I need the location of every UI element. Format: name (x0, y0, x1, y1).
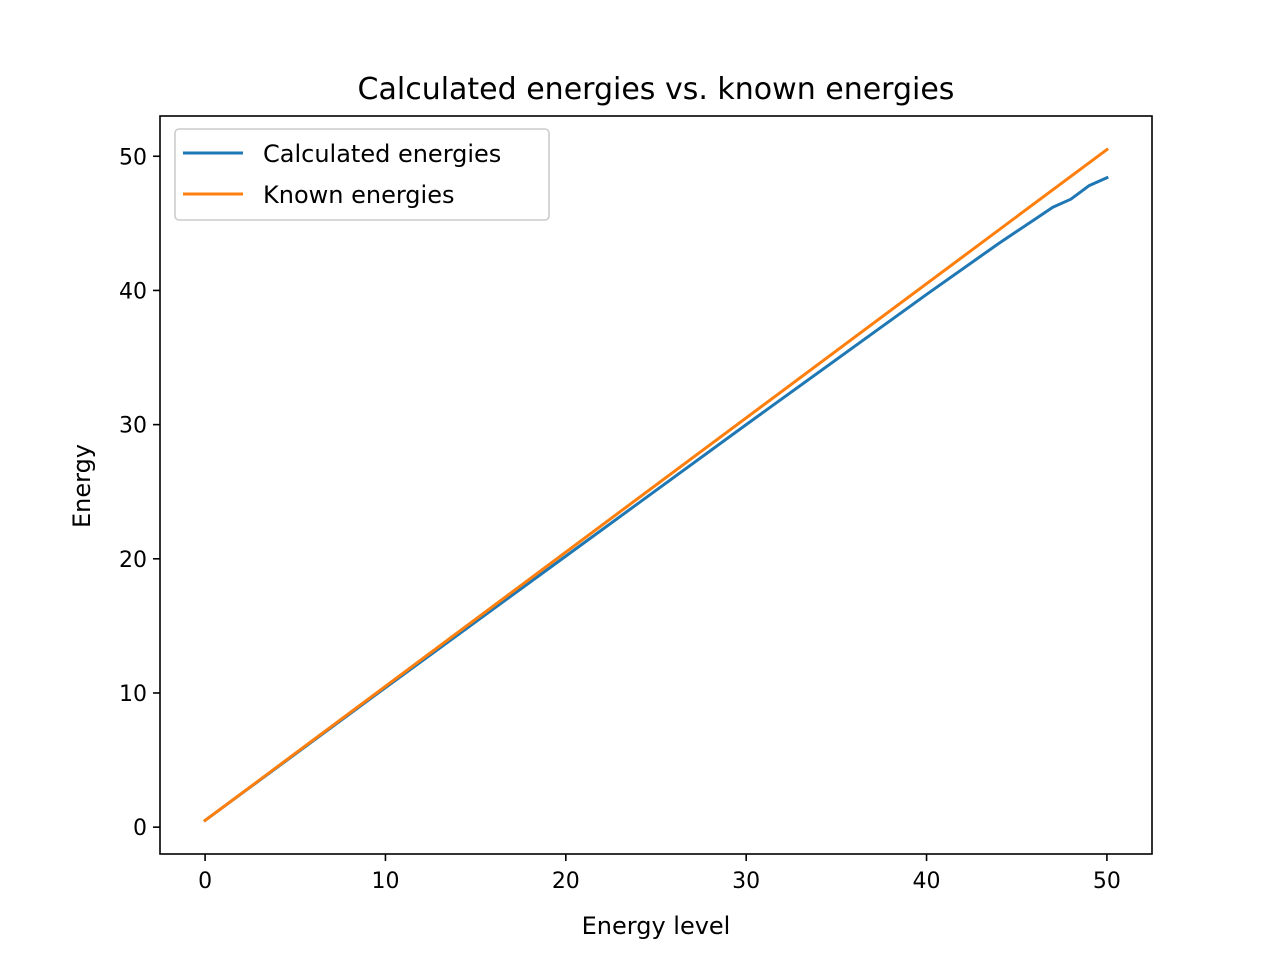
y-tick-label: 10 (119, 682, 147, 707)
series-line-1 (202, 175, 1109, 823)
y-tick-label: 0 (133, 816, 147, 841)
x-tick-label: 40 (913, 869, 941, 894)
x-tick-label: 20 (552, 869, 580, 894)
x-axis-label: Energy level (582, 912, 731, 940)
chart-title: Calculated energies vs. known energies (358, 72, 955, 107)
y-axis-label: Energy (68, 444, 96, 528)
x-tick-label: 10 (371, 869, 399, 894)
legend-box (174, 128, 550, 221)
axes-frame (159, 115, 1153, 855)
y-tick-label: 30 (119, 414, 147, 439)
y-tick-label: 40 (119, 279, 147, 304)
legend-label-1: Calculated energies (263, 140, 501, 168)
plot-area (159, 115, 1153, 855)
x-tick-label: 30 (732, 869, 760, 894)
legend-label-2: Known energies (263, 181, 454, 209)
y-tick-label: 50 (119, 145, 147, 170)
x-tick-label: 50 (1093, 869, 1121, 894)
legend: Calculated energies Known energies (174, 128, 550, 221)
axis-ticks: 0 10 20 30 40 50 0 10 20 30 40 50 (119, 145, 1121, 894)
y-tick-label: 20 (119, 548, 147, 573)
x-tick-label: 0 (198, 869, 212, 894)
series-line-2 (202, 147, 1110, 823)
